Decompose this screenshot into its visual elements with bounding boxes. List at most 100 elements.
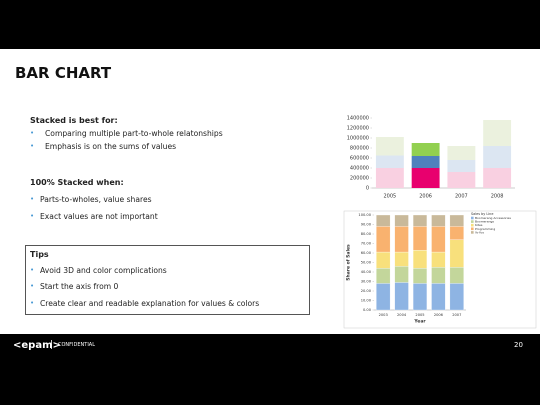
bar-segment	[411, 143, 440, 156]
bullet-text: Comparing multiple part-to-whole relaton…	[45, 129, 223, 138]
bar-segment	[447, 146, 476, 160]
bar-segment	[394, 226, 409, 253]
bar-segment	[376, 214, 391, 227]
bar-segment	[394, 266, 409, 283]
legend-label: Programming	[475, 227, 495, 231]
bar-segment	[431, 251, 446, 268]
bar-segment	[449, 214, 464, 227]
y-tick-label: 30.00	[361, 280, 372, 284]
y-tick-label: 400000	[350, 166, 369, 172]
legend-swatch	[471, 220, 474, 223]
y-axis-title: Share of Sales	[346, 244, 352, 281]
bullet-text: Start the axis from 0	[40, 282, 119, 291]
section-heading: 100% Stacked when:	[30, 178, 124, 187]
bar-segment	[412, 214, 428, 227]
bar-segment	[394, 251, 409, 267]
x-tick-label: 2007	[455, 194, 468, 200]
bullet: •	[30, 299, 35, 307]
bar-segment	[449, 226, 464, 240]
legend-label: Boomerang Accessories	[475, 216, 511, 220]
bullet-text: Parts-to-wholes, value shares	[40, 195, 152, 204]
y-tick-label: 90.00	[361, 223, 372, 227]
bullet: •	[30, 142, 35, 150]
legend-label: Yo-Yos	[475, 230, 484, 234]
x-tick-label: 2006	[434, 313, 444, 317]
footer-separator: |	[50, 340, 54, 350]
tips-box	[25, 245, 310, 315]
bar-segment	[449, 283, 464, 311]
legend-swatch	[471, 227, 474, 231]
bar-segment	[483, 146, 512, 168]
y-tick-label: 600000	[350, 156, 369, 162]
y-tick-label: 0	[366, 186, 369, 192]
y-tick-label: 60.00	[361, 251, 372, 255]
bar-segment	[394, 214, 409, 227]
legend-swatch	[471, 231, 474, 234]
y-tick-label: 200000	[350, 176, 369, 182]
x-tick-label: 2006	[419, 194, 432, 200]
bar-segment	[449, 239, 464, 268]
y-tick-label: 1200000	[347, 126, 369, 132]
bar-segment	[483, 120, 512, 146]
x-tick-label: 2007	[452, 313, 461, 317]
x-tick-label: 2005	[415, 313, 424, 317]
bar-segment	[412, 249, 428, 269]
legend-swatch	[471, 223, 474, 227]
bar-segment	[483, 168, 512, 188]
x-tick-label: 2005	[384, 194, 397, 200]
y-tick-label: 0.00	[363, 308, 372, 312]
tips-heading: Tips	[30, 250, 49, 259]
bar-segment	[376, 226, 391, 253]
y-tick-label: 70.00	[361, 242, 372, 246]
y-tick-label: 50.00	[361, 261, 372, 265]
legend-swatch	[471, 216, 474, 220]
bar-segment	[375, 155, 404, 168]
section-heading: Stacked is best for:	[30, 116, 118, 125]
slide-title: BAR CHART	[15, 64, 112, 82]
bar-segment	[394, 282, 409, 311]
bullet-text: Exact values are not important	[40, 212, 158, 221]
page-number: 20	[514, 341, 523, 349]
y-tick-label: 10.00	[361, 299, 372, 303]
bullet-text: Avoid 3D and color complications	[40, 266, 167, 275]
x-tick-label: 2003	[379, 313, 388, 317]
bar-segment	[376, 268, 391, 284]
footer-logo: <epam>	[13, 340, 61, 351]
bar-segment	[411, 168, 440, 188]
x-tick-label: 2004	[397, 313, 407, 317]
bar-segment	[431, 283, 446, 311]
bar-segment	[412, 268, 428, 284]
bullet: •	[30, 129, 35, 137]
legend-label: Boomerangs	[475, 220, 494, 224]
y-tick-label: 1400000	[347, 116, 369, 122]
y-tick-label: 800000	[350, 146, 369, 152]
bar-segment	[376, 251, 391, 269]
x-axis-title: Year	[413, 319, 426, 325]
footer-label: CONFIDENTIAL	[58, 342, 96, 348]
bar-segment	[447, 172, 476, 188]
bullet: •	[30, 282, 35, 290]
bar-segment	[449, 267, 464, 284]
bar-segment	[431, 226, 446, 253]
bar-segment	[431, 214, 446, 227]
bar-segment	[376, 283, 391, 311]
x-tick-label: 2008	[491, 194, 504, 200]
bullet-text: Emphasis is on the sums of values	[45, 142, 177, 151]
y-tick-label: 40.00	[361, 270, 372, 274]
bullet-text: Create clear and readable explanation fo…	[40, 299, 260, 308]
y-tick-label: 20.00	[361, 289, 372, 293]
bar-segment	[412, 283, 428, 311]
bar-segment	[375, 168, 404, 188]
bullet: •	[30, 266, 35, 274]
bullet: •	[30, 195, 35, 203]
bullet: •	[30, 212, 35, 220]
y-tick-label: 100.00	[358, 213, 371, 217]
y-tick-label: 1000000	[347, 136, 369, 142]
bar-segment	[447, 160, 476, 172]
legend-label: Kites	[475, 223, 483, 227]
bar-segment	[412, 226, 428, 251]
bar-segment	[431, 267, 446, 284]
legend-title: Sales by Line	[471, 212, 493, 216]
